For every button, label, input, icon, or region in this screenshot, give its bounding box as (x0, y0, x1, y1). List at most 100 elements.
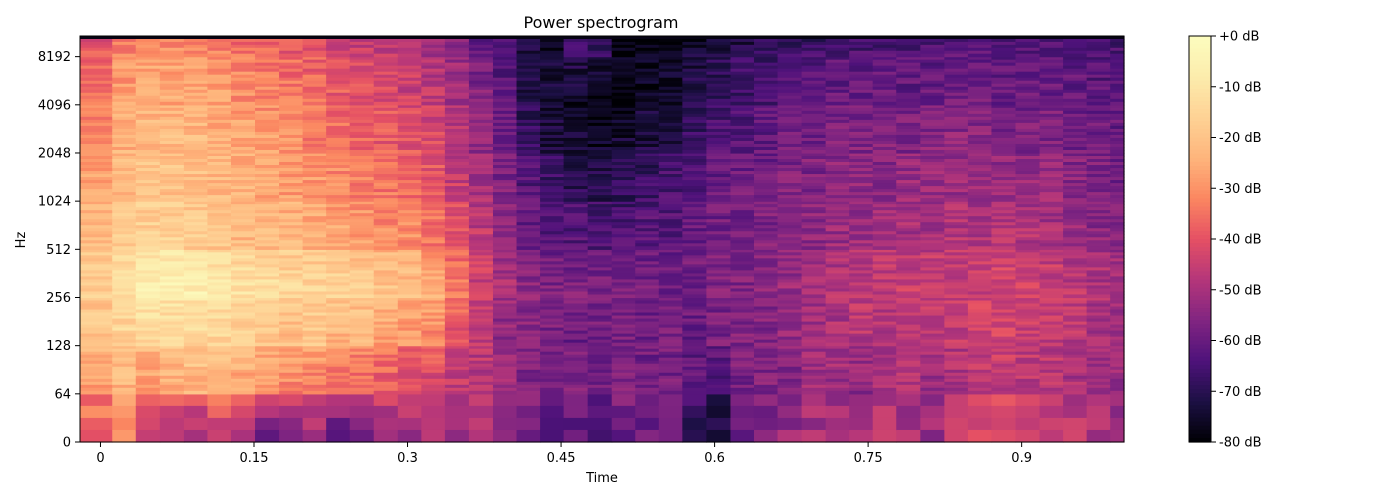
heatmap-cell (1015, 300, 1041, 305)
heatmap-cell (825, 273, 850, 278)
heatmap-cell (658, 155, 683, 160)
heatmap-cell (849, 270, 874, 274)
heatmap-cell (658, 246, 683, 250)
heatmap-cell (397, 162, 422, 166)
heatmap-cell (896, 168, 921, 172)
heatmap-cell (349, 68, 375, 73)
heatmap-cell (444, 417, 470, 431)
heatmap-cell (658, 324, 683, 329)
heatmap-cell (255, 198, 280, 202)
heatmap-cell (658, 231, 683, 235)
heatmap-cell (777, 315, 803, 320)
heatmap-cell (302, 282, 327, 287)
heatmap-cell (587, 348, 613, 353)
heatmap-cell (635, 86, 660, 91)
heatmap-cell (421, 152, 446, 157)
heatmap-cell (849, 393, 874, 407)
heatmap-cell (540, 321, 565, 326)
heatmap-cell (207, 348, 232, 353)
heatmap-cell (397, 339, 422, 344)
heatmap-cell (207, 128, 232, 133)
heatmap-cell (825, 71, 850, 76)
heatmap-cell (587, 375, 613, 380)
heatmap-cell (302, 98, 327, 103)
heatmap-cell (230, 228, 256, 232)
heatmap-cell (563, 183, 589, 187)
heatmap-cell (302, 213, 327, 217)
heatmap-cell (159, 285, 185, 290)
heatmap-cell (135, 354, 161, 359)
heatmap-cell (279, 351, 304, 356)
heatmap-cell (991, 339, 1017, 344)
heatmap-cell (444, 237, 470, 241)
heatmap-cell (1086, 219, 1111, 223)
heatmap-cell (349, 86, 375, 91)
heatmap-cell (349, 110, 375, 115)
heatmap-cell (230, 219, 256, 223)
heatmap-cell (135, 95, 161, 100)
heatmap-cell (920, 119, 945, 124)
heatmap-cell (706, 351, 732, 356)
heatmap-cell (706, 330, 732, 335)
heatmap-cell (468, 255, 494, 259)
heatmap-cell (421, 261, 446, 265)
heatmap-cell (563, 155, 589, 160)
heatmap-cell (492, 89, 518, 94)
heatmap-cell (635, 171, 660, 175)
heatmap-cell (159, 168, 185, 172)
heatmap-cell (1110, 225, 1125, 229)
heatmap-cell (1063, 177, 1088, 181)
heatmap-cell (635, 225, 660, 229)
heatmap-cell (849, 146, 874, 151)
heatmap-cell (230, 273, 256, 278)
heatmap-cell (611, 216, 636, 220)
heatmap-cell (658, 137, 683, 142)
heatmap-cell (207, 369, 232, 374)
heatmap-cell (682, 297, 707, 302)
heatmap-cell (302, 255, 327, 259)
heatmap-cell (159, 110, 185, 115)
heatmap-cell (730, 384, 755, 389)
heatmap-cell (112, 183, 137, 187)
heatmap-cell (563, 201, 589, 205)
heatmap-cell (279, 155, 304, 160)
heatmap-cell (1110, 351, 1125, 356)
heatmap-cell (1063, 131, 1088, 136)
heatmap-cell (991, 134, 1017, 139)
heatmap-cell (112, 378, 137, 383)
heatmap-cell (1015, 342, 1041, 347)
heatmap-cell (611, 168, 636, 172)
heatmap-cell (611, 59, 636, 64)
heatmap-cell (468, 113, 494, 118)
heatmap-cell (373, 125, 399, 130)
heatmap-cell (730, 80, 755, 85)
heatmap-cell (682, 261, 707, 265)
heatmap-cell (706, 195, 732, 199)
heatmap-cell (326, 168, 351, 172)
heatmap-cell (349, 125, 375, 130)
heatmap-cell (872, 306, 897, 311)
heatmap-cell (302, 321, 327, 326)
heatmap-cell (825, 321, 850, 326)
heatmap-cell (421, 83, 446, 88)
heatmap-cell (1039, 219, 1064, 223)
heatmap-cell (635, 288, 660, 293)
heatmap-cell (540, 267, 565, 271)
heatmap-cell (112, 59, 137, 64)
heatmap-cell (658, 288, 683, 293)
heatmap-cell (611, 189, 636, 193)
heatmap-cell (587, 252, 613, 256)
heatmap-cell (230, 372, 256, 377)
heatmap-cell (991, 276, 1017, 281)
heatmap-cell (872, 122, 897, 127)
heatmap-cell (896, 270, 921, 274)
heatmap-cell (849, 267, 874, 271)
heatmap-cell (230, 378, 256, 383)
heatmap-cell (991, 366, 1017, 371)
heatmap-cell (611, 86, 636, 91)
heatmap-cell (635, 186, 660, 190)
heatmap-cell (991, 237, 1017, 241)
heatmap-cell (255, 159, 280, 163)
heatmap-cell (373, 330, 399, 335)
heatmap-cell (967, 267, 993, 271)
